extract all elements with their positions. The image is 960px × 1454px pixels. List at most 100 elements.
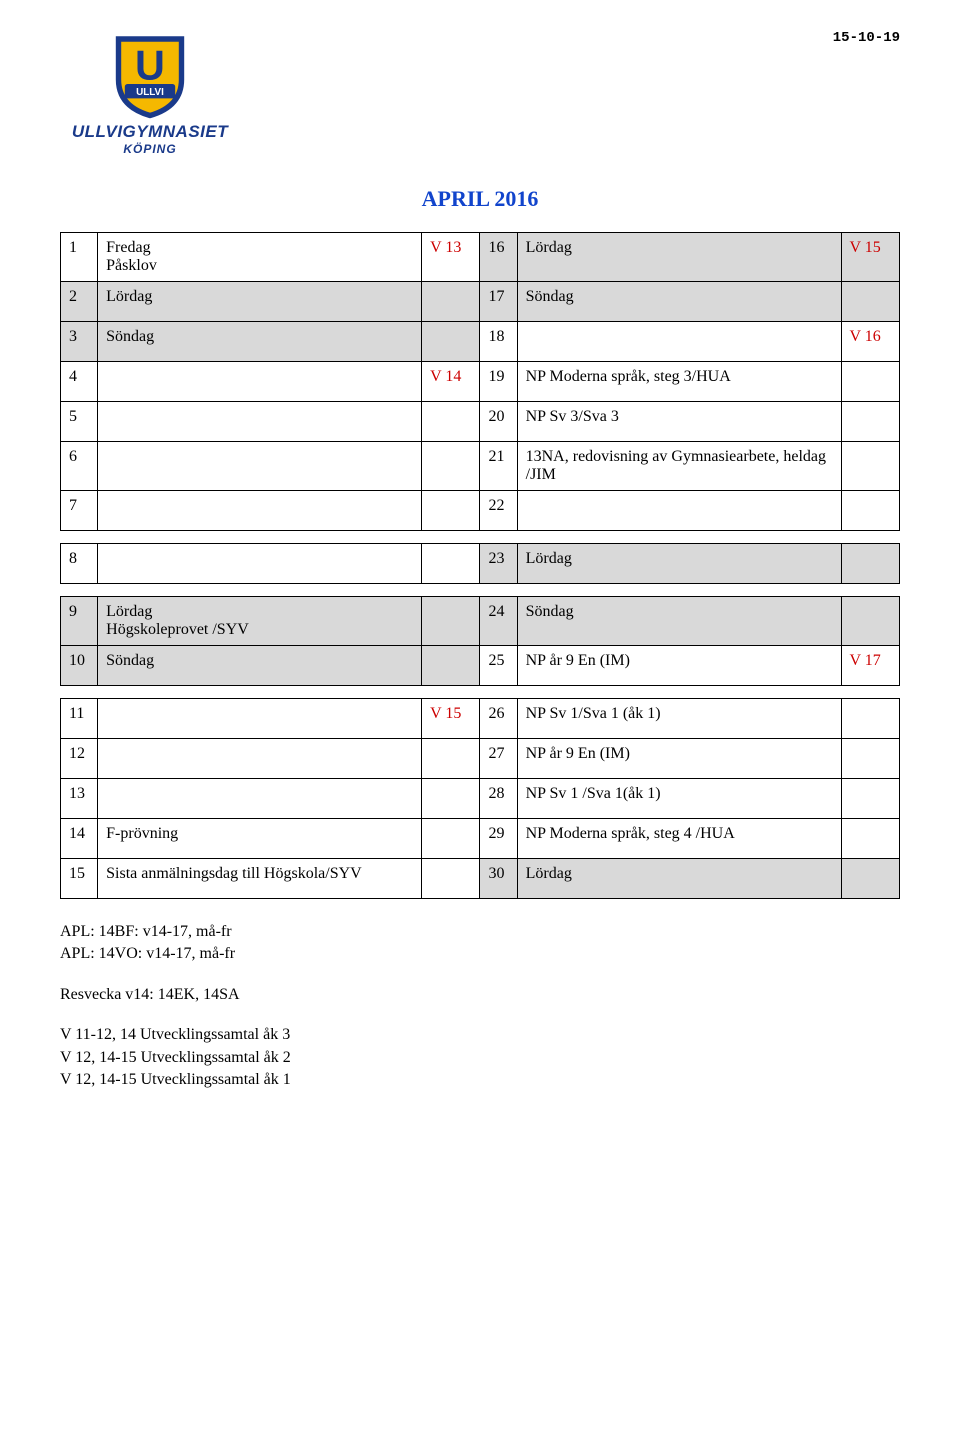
week-marker [841,859,899,899]
event-text [98,402,422,442]
day-number: 14 [61,819,98,859]
event-text: NP Sv 1/Sva 1 (åk 1) [517,699,841,739]
calendar-row: 2Lördag 17Söndag [61,282,900,322]
event-text: NP Moderna språk, steg 4 /HUA [517,819,841,859]
week-marker: V 15 [422,699,480,739]
event-text: Lördag [98,282,422,322]
day-number: 25 [480,646,517,686]
week-marker [422,819,480,859]
day-number: 13 [61,779,98,819]
event-text [98,544,422,584]
event-text: NP år 9 En (IM) [517,646,841,686]
event-text [98,442,422,491]
day-number: 27 [480,739,517,779]
logo-text-sub: KÖPING [60,142,240,156]
calendar-row: 3Söndag 18 V 16 [61,322,900,362]
page-title: APRIL 2016 [60,186,900,212]
event-text [98,779,422,819]
event-text [98,699,422,739]
note-line: Resvecka v14: 14EK, 14SA [60,984,900,1006]
calendar-row: 15Sista anmälningsdag till Högskola/SYV3… [61,859,900,899]
week-marker [422,442,480,491]
note-line: V 12, 14-15 Utvecklingssamtal åk 2 [60,1047,900,1069]
header: U ULLVI ULLVIGYMNASIET KÖPING 15-10-19 [60,30,900,156]
week-marker [422,739,480,779]
week-marker [422,544,480,584]
week-marker: V 13 [422,233,480,282]
week-marker [841,362,899,402]
calendar-row: 11V 1526NP Sv 1/Sva 1 (åk 1) [61,699,900,739]
event-text [517,322,841,362]
week-marker [422,402,480,442]
day-number: 23 [480,544,517,584]
logo-letter: U [135,43,165,89]
note-line: APL: 14VO: v14-17, må-fr [60,943,900,965]
day-number: 8 [61,544,98,584]
calendar-row: 722 [61,491,900,531]
week-marker [422,646,480,686]
day-number: 22 [480,491,517,531]
day-number: 16 [480,233,517,282]
footer-notes: APL: 14BF: v14-17, må-frAPL: 14VO: v14-1… [60,921,900,1091]
calendar-block-4: 11V 1526NP Sv 1/Sva 1 (åk 1)1227NP år 9 … [60,698,900,899]
week-marker: V 17 [841,646,899,686]
event-text: LördagHögskoleprovet /SYV [98,597,422,646]
week-marker [422,282,480,322]
logo: U ULLVI ULLVIGYMNASIET KÖPING [60,30,240,156]
week-marker [841,779,899,819]
day-number: 19 [480,362,517,402]
calendar-row: 1FredagPåsklovV 1316LördagV 15 [61,233,900,282]
day-number: 2 [61,282,98,322]
day-number: 30 [480,859,517,899]
logo-text-main: ULLVIGYMNASIET [60,122,240,142]
week-marker [422,322,480,362]
calendar-row: 4V 1419NP Moderna språk, steg 3/HUA [61,362,900,402]
week-marker: V 14 [422,362,480,402]
week-marker [841,442,899,491]
logo-banner: ULLVI [136,87,164,98]
day-number: 5 [61,402,98,442]
event-text: FredagPåsklov [98,233,422,282]
day-number: 12 [61,739,98,779]
event-text: Söndag [98,322,422,362]
event-text: Söndag [517,282,841,322]
logo-shield-icon: U ULLVI [105,30,195,120]
week-marker [841,819,899,859]
calendar-row: 1328NP Sv 1 /Sva 1(åk 1) [61,779,900,819]
day-number: 11 [61,699,98,739]
event-text: Sista anmälningsdag till Högskola/SYV [98,859,422,899]
day-number: 3 [61,322,98,362]
week-marker: V 15 [841,233,899,282]
calendar-block-3: 9LördagHögskoleprovet /SYV24Söndag10Sönd… [60,596,900,686]
event-text: Söndag [98,646,422,686]
event-text: 13NA, redovisning av Gymnasiearbete, hel… [517,442,841,491]
week-marker [422,779,480,819]
event-text: Lördag [517,859,841,899]
week-marker [841,544,899,584]
calendar-row: 10Söndag25NP år 9 En (IM)V 17 [61,646,900,686]
week-marker [841,491,899,531]
day-number: 29 [480,819,517,859]
note-line: V 11-12, 14 Utvecklingssamtal åk 3 [60,1024,900,1046]
date-stamp: 15-10-19 [833,30,900,46]
event-text: NP Sv 3/Sva 3 [517,402,841,442]
week-marker: V 16 [841,322,899,362]
event-text: Lördag [517,233,841,282]
week-marker [841,739,899,779]
day-number: 24 [480,597,517,646]
note-line: V 12, 14-15 Utvecklingssamtal åk 1 [60,1069,900,1091]
week-marker [841,699,899,739]
event-text: NP år 9 En (IM) [517,739,841,779]
day-number: 17 [480,282,517,322]
week-marker [422,491,480,531]
day-number: 18 [480,322,517,362]
calendar-block-1: 1FredagPåsklovV 1316LördagV 152Lördag17S… [60,232,900,531]
event-text: Lördag [517,544,841,584]
event-text [98,739,422,779]
calendar-row: 8 23Lördag [61,544,900,584]
event-text: Söndag [517,597,841,646]
day-number: 20 [480,402,517,442]
week-marker [422,859,480,899]
day-number: 6 [61,442,98,491]
note-line: APL: 14BF: v14-17, må-fr [60,921,900,943]
